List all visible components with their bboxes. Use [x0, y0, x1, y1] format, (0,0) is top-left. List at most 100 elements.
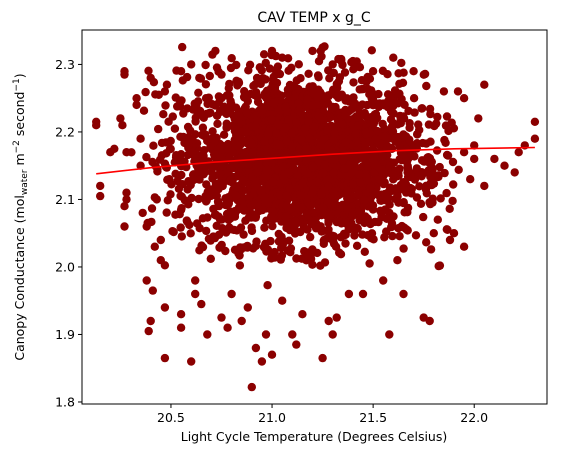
scatter-point [423, 181, 433, 190]
y-axis-label: Canopy Conductance (molwater m−2 second−… [12, 73, 30, 360]
scatter-point [305, 83, 314, 92]
scatter-point [303, 94, 312, 104]
scatter-point [385, 93, 395, 102]
scatter-point [514, 148, 523, 157]
scatter-point [191, 289, 200, 299]
scatter-point [418, 104, 427, 113]
scatter-point [156, 235, 165, 245]
y-tick-label: 2.2 [55, 124, 75, 139]
scatter-point [219, 130, 229, 139]
scatter-point [350, 99, 359, 109]
scatter-point [160, 353, 170, 363]
scatter-point [267, 46, 277, 56]
scatter-point [211, 101, 220, 110]
scatter-point [304, 117, 313, 126]
scatter-point [252, 237, 261, 246]
scatter-point [144, 326, 153, 336]
scatter-point [162, 149, 171, 158]
scatter-point [278, 162, 288, 171]
scatter-point [183, 122, 193, 132]
scatter-point [362, 100, 372, 110]
scatter-point [170, 124, 180, 133]
scatter-point [217, 313, 226, 322]
scatter-point [122, 188, 131, 197]
scatter-point [411, 231, 421, 240]
scatter-point [291, 217, 300, 226]
scatter-point [313, 71, 323, 80]
scatter-point [164, 117, 173, 126]
scatter-point [278, 240, 287, 249]
scatter-point [415, 182, 424, 191]
scatter-point [449, 229, 459, 238]
scatter-point [292, 118, 301, 128]
scatter-point [274, 229, 283, 239]
scatter-point [369, 115, 378, 124]
scatter-point [439, 87, 449, 96]
scatter-point [350, 226, 359, 235]
scatter-point [445, 204, 454, 213]
scatter-point [136, 134, 145, 143]
y-label-sup: −2 [12, 140, 22, 153]
scatter-point [195, 73, 204, 83]
scatter-point [255, 150, 265, 159]
scatter-point [249, 81, 258, 91]
scatter-point [132, 100, 141, 110]
scatter-point [197, 299, 206, 309]
scatter-point [348, 180, 358, 189]
scatter-point [216, 153, 225, 163]
scatter-point [398, 78, 408, 88]
scatter-point [287, 129, 297, 138]
scatter-point [338, 60, 347, 70]
scatter-point [327, 146, 336, 155]
scatter-point [192, 219, 202, 228]
scatter-point [500, 161, 509, 170]
scatter-point [282, 137, 291, 146]
scatter-point [287, 63, 296, 72]
scatter-point [142, 222, 151, 231]
scatter-point [373, 126, 382, 136]
scatter-point [141, 87, 150, 97]
scatter-point [365, 259, 374, 268]
scatter-point [350, 63, 359, 72]
scatter-point [340, 164, 349, 173]
y-label-part: ) [12, 73, 27, 78]
scatter-point [260, 193, 269, 202]
scatter-point [344, 289, 354, 299]
scatter-point [260, 223, 269, 232]
scatter-point [306, 232, 315, 242]
y-label-part: Canopy Conductance (mol [12, 195, 27, 361]
scatter-point [330, 155, 339, 164]
scatter-point [208, 127, 217, 136]
scatter-point [384, 161, 394, 170]
scatter-point [187, 357, 196, 366]
scatter-point [226, 207, 235, 216]
scatter-point [222, 123, 231, 132]
scatter-point [176, 132, 185, 141]
scatter-point [283, 168, 293, 178]
scatter-point [359, 201, 369, 210]
scatter-point [280, 175, 289, 185]
scatter-point [355, 85, 364, 94]
scatter-point [334, 77, 344, 86]
scatter-point [297, 191, 306, 200]
scatter-point [120, 67, 129, 76]
scatter-point [375, 175, 384, 184]
scatter-point [382, 214, 391, 223]
scatter-point [152, 195, 161, 204]
scatter-point [232, 191, 241, 200]
scatter-point [324, 225, 333, 234]
scatter-point [361, 189, 370, 198]
scatter-point [248, 244, 258, 253]
scatter-point [285, 184, 295, 193]
scatter-point [227, 54, 236, 63]
scatter-point [242, 108, 252, 118]
scatter-point [206, 108, 215, 118]
scatter-point [448, 157, 458, 167]
scatter-point [343, 205, 352, 214]
scatter-point [177, 96, 186, 105]
scatter-point [202, 226, 211, 236]
scatter-point [238, 175, 248, 185]
scatter-point [211, 46, 220, 56]
scatter-point [330, 199, 340, 208]
scatter-point [378, 66, 388, 76]
